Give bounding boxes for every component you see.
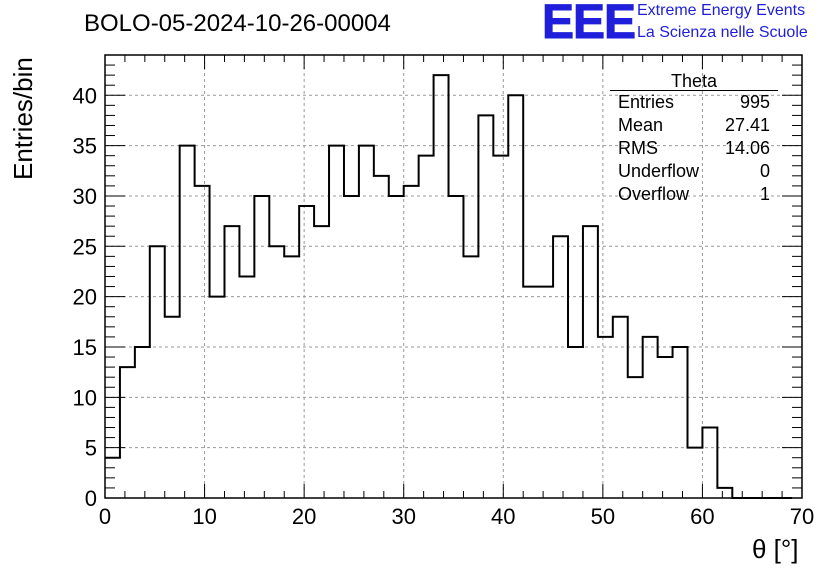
y-tick-label: 35 <box>73 134 97 159</box>
stats-label: Mean <box>618 115 664 135</box>
x-tick-label: 60 <box>690 504 714 529</box>
stats-value: 14.06 <box>724 138 770 158</box>
stats-title: Theta <box>610 72 778 91</box>
y-tick-label: 40 <box>73 83 97 108</box>
x-tick-label: 20 <box>292 504 316 529</box>
axis-ticks <box>104 55 803 499</box>
x-tick-label: 0 <box>99 504 111 529</box>
stats-label: Overflow <box>618 184 690 204</box>
stats-box: Theta Entries 995 Mean 27.41 RMS 14.06 U… <box>610 72 778 206</box>
y-tick-label: 15 <box>73 335 97 360</box>
y-tick-label: 0 <box>85 486 97 511</box>
stats-value: 1 <box>759 184 770 204</box>
y-axis-label: Entries/bin <box>8 57 38 180</box>
stats-row: Entries 995 <box>610 91 778 114</box>
histogram-line <box>105 74 793 499</box>
y-tick-label: 5 <box>85 436 97 461</box>
stats-value: 0 <box>759 161 770 181</box>
stats-row: Overflow 1 <box>610 183 778 206</box>
eee-logo: EEE <box>541 0 636 49</box>
x-axis-label: θ [°] <box>752 534 799 564</box>
logo-line-2: La Scienza nelle Scuole <box>637 24 808 41</box>
x-tick-label: 10 <box>192 504 216 529</box>
stats-label: Entries <box>618 92 675 112</box>
x-tick-label: 50 <box>591 504 615 529</box>
stats-row: RMS 14.06 <box>610 137 778 160</box>
stats-value: 995 <box>739 92 770 112</box>
stats-row: Underflow 0 <box>610 160 778 183</box>
y-tick-label: 30 <box>73 184 97 209</box>
y-tick-label: 20 <box>73 285 97 310</box>
stats-value: 27.41 <box>724 115 770 135</box>
stats-label: Underflow <box>618 161 700 181</box>
logo-line-1: Extreme Energy Events <box>637 2 806 19</box>
x-tick-label: 70 <box>790 504 814 529</box>
y-tick-label: 25 <box>73 234 97 259</box>
x-tick-label: 30 <box>391 504 415 529</box>
y-tick-label: 10 <box>73 385 97 410</box>
stats-row: Mean 27.41 <box>610 114 778 137</box>
x-tick-label: 40 <box>491 504 515 529</box>
stats-label: RMS <box>618 138 658 158</box>
chart-title: BOLO-05-2024-10-26-00004 <box>84 10 391 37</box>
